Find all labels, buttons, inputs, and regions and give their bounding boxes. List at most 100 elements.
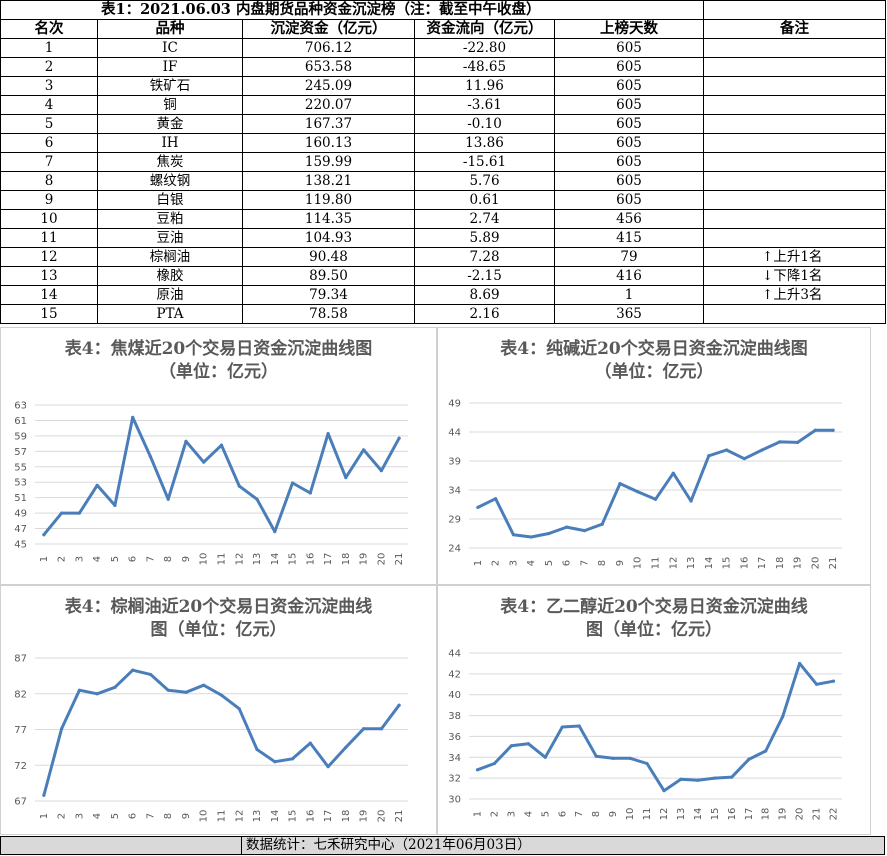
name-cell: 螺纹钢 (97, 171, 243, 191)
chart-ethylene-glycol: 表4：乙二醇近20个交易日资金沉淀曲线 图（单位：亿元） 30 32 34 36 38 40… (437, 585, 871, 835)
x-tick-label: 4 (92, 813, 103, 819)
chart-soda-ash: 表4：纯碱近20个交易日资金沉淀曲线图 （单位：亿元） 24 29 34 39 44 49 1… (437, 327, 871, 585)
y-tick-label: 34 (448, 486, 461, 497)
x-tick-label: 9 (181, 556, 192, 562)
table-row: 3 铁矿石 245.09 11.96 605 (0, 76, 887, 96)
data-point (582, 529, 587, 533)
data-point (202, 460, 206, 464)
note-cell (703, 133, 887, 153)
table-row: 7 焦炭 159.99 -15.61 605 (0, 152, 887, 172)
y-tick-label: 63 (14, 401, 27, 412)
table-row: 1 IC 706.12 -22.80 605 (0, 38, 887, 58)
x-tick-label: 18 (341, 810, 352, 823)
y-tick-label: 44 (448, 428, 461, 439)
data-point (77, 511, 82, 515)
data-point (509, 744, 513, 748)
data-point (813, 428, 817, 432)
y-tick-label: 24 (448, 544, 461, 555)
footer-bar: 数据统计：七禾研究中心（2021年06月03日） (0, 836, 885, 855)
x-tick-label: 4 (526, 560, 537, 566)
rank-cell: 10 (0, 209, 98, 229)
rank-cell: 9 (0, 190, 98, 210)
fund-cell: 89.50 (242, 266, 415, 286)
x-tick-label: 6 (562, 560, 573, 566)
name-cell: 焦炭 (97, 152, 243, 172)
data-point (662, 789, 666, 793)
x-tick-label: 12 (234, 810, 245, 823)
data-point (255, 747, 259, 752)
flow-cell: 5.89 (414, 228, 555, 248)
name-cell: 豆粕 (97, 209, 243, 229)
x-tick-label: 15 (288, 553, 299, 566)
data-point (831, 679, 836, 683)
x-tick-label: 3 (74, 813, 85, 819)
footer-source: 数据统计：七禾研究中心（2021年06月03日） (246, 837, 531, 853)
x-tick-label: 15 (288, 810, 299, 823)
rank-cell: 12 (0, 247, 98, 267)
fund-cell: 159.99 (242, 152, 415, 172)
y-tick-label: 34 (448, 753, 461, 764)
data-point (290, 481, 295, 485)
note-cell: ↑上升1名 (703, 247, 887, 267)
data-point (492, 761, 497, 766)
data-point (166, 688, 170, 692)
data-point (764, 749, 768, 753)
header-name: 品种 (97, 19, 243, 39)
table-row: 4 铜 220.07 -3.61 605 (0, 95, 887, 115)
data-point (724, 448, 729, 452)
fund-cell: 78.58 (242, 304, 415, 324)
x-tick-label: 7 (579, 560, 590, 566)
name-cell: 棕榈油 (97, 247, 243, 267)
data-point (95, 483, 99, 487)
data-point (273, 760, 277, 764)
y-tick-label: 30 (448, 795, 461, 806)
x-tick-label: 18 (775, 557, 786, 570)
y-tick-label: 44 (448, 649, 461, 660)
data-point (95, 692, 99, 696)
data-point (237, 484, 241, 488)
note-cell (703, 304, 887, 324)
y-tick-label: 36 (448, 732, 461, 743)
flow-cell: -3.61 (414, 95, 555, 115)
x-tick-label: 11 (217, 553, 228, 566)
header-fund: 沉淀资金（亿元） (242, 19, 415, 39)
data-point (113, 503, 117, 507)
data-point (747, 757, 751, 761)
data-point (326, 765, 330, 769)
table-row: 2 IF 653.58 -48.65 605 (0, 57, 887, 77)
days-cell: 605 (553, 57, 705, 77)
name-cell: 铜 (97, 95, 243, 115)
data-point (237, 707, 241, 711)
data-point (476, 505, 480, 509)
note-text: 上升3名 (773, 287, 823, 303)
data-point (131, 415, 135, 419)
x-tick-label: 3 (506, 811, 517, 817)
x-tick-label: 6 (557, 811, 568, 817)
series-line (42, 668, 401, 797)
note-cell (703, 38, 887, 58)
x-tick-label: 1 (39, 813, 50, 819)
data-point (543, 755, 547, 759)
fund-cell: 167.37 (242, 114, 415, 134)
data-point (42, 533, 46, 537)
data-point (781, 715, 785, 719)
x-tick-label: 2 (491, 560, 502, 566)
days-cell: 605 (553, 171, 705, 191)
x-tick-label: 10 (633, 557, 644, 570)
table-row: 14 原油 79.34 8.69 1 ↑上升3名 (0, 285, 887, 305)
y-tick-label: 59 (14, 431, 27, 442)
data-point (113, 685, 117, 689)
x-tick-label: 20 (376, 810, 387, 823)
data-point (77, 688, 82, 692)
data-point (219, 693, 224, 697)
data-point (742, 457, 746, 461)
data-point (795, 440, 800, 445)
data-point (778, 440, 782, 444)
x-tick-label: 9 (181, 813, 192, 819)
x-tick-label: 9 (615, 560, 626, 566)
data-point (148, 455, 153, 459)
title-blank-cell (703, 0, 887, 20)
flow-cell: -22.80 (414, 38, 555, 58)
note-cell (703, 209, 887, 229)
x-tick-label: 5 (110, 813, 121, 819)
